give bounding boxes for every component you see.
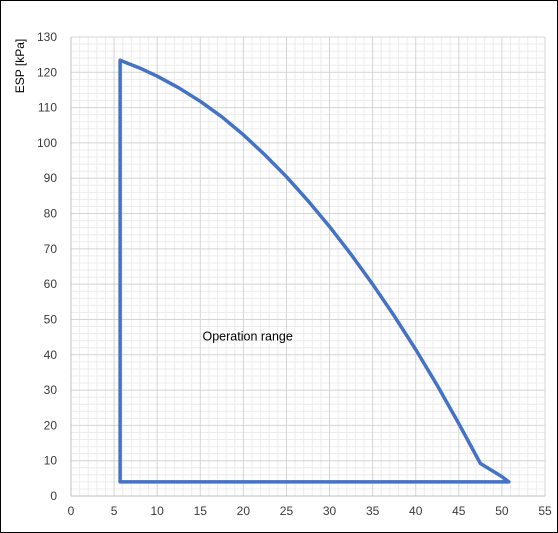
y-tick-label: 60 bbox=[44, 277, 58, 291]
x-tick-label: 20 bbox=[237, 504, 251, 518]
y-tick-label: 120 bbox=[37, 65, 57, 79]
y-tick-label: 40 bbox=[44, 348, 58, 362]
x-tick-label: 55 bbox=[538, 504, 552, 518]
x-tick-label: 35 bbox=[366, 504, 380, 518]
x-tick-label: 50 bbox=[495, 504, 509, 518]
annotation-layer: Operation range bbox=[203, 330, 293, 344]
y-tick-label: 110 bbox=[38, 101, 57, 115]
y-tick-label: 20 bbox=[44, 418, 58, 432]
x-tick-label: 30 bbox=[323, 504, 337, 518]
y-tick-label: 80 bbox=[44, 207, 58, 221]
x-tick-label: 10 bbox=[151, 504, 165, 518]
y-tick-label: 100 bbox=[37, 136, 57, 150]
axes bbox=[70, 37, 545, 497]
x-tick-labels: 0 5 10 15 20 25 30 35 40 45 50 55 bbox=[68, 504, 552, 518]
y-tick-label: 50 bbox=[44, 312, 58, 326]
series-line bbox=[118, 58, 511, 484]
x-tick-label: 40 bbox=[409, 504, 423, 518]
y-tick-label: 70 bbox=[44, 242, 58, 256]
x-tick-label: 15 bbox=[194, 504, 208, 518]
y-tick-label: 10 bbox=[44, 454, 58, 468]
y-tick-label: 30 bbox=[44, 383, 58, 397]
x-tick-label: 45 bbox=[452, 504, 466, 518]
x-tick-label: 25 bbox=[280, 504, 294, 518]
x-tick-label: 0 bbox=[68, 504, 75, 518]
series-layer bbox=[118, 58, 511, 484]
x-tick-label: 5 bbox=[111, 504, 118, 518]
y-tick-labels: 0 10 20 30 40 50 60 70 80 90 100 110 120 130 bbox=[37, 30, 57, 503]
major-gridlines bbox=[70, 36, 546, 497]
y-tick-label: 0 bbox=[50, 489, 57, 503]
minor-gridlines bbox=[71, 37, 545, 496]
y-axis-title: ESP [kPa] bbox=[13, 39, 27, 93]
y-tick-label: 90 bbox=[44, 171, 58, 185]
annotation-label: Operation range bbox=[203, 330, 293, 344]
y-tick-label: 130 bbox=[37, 30, 57, 44]
